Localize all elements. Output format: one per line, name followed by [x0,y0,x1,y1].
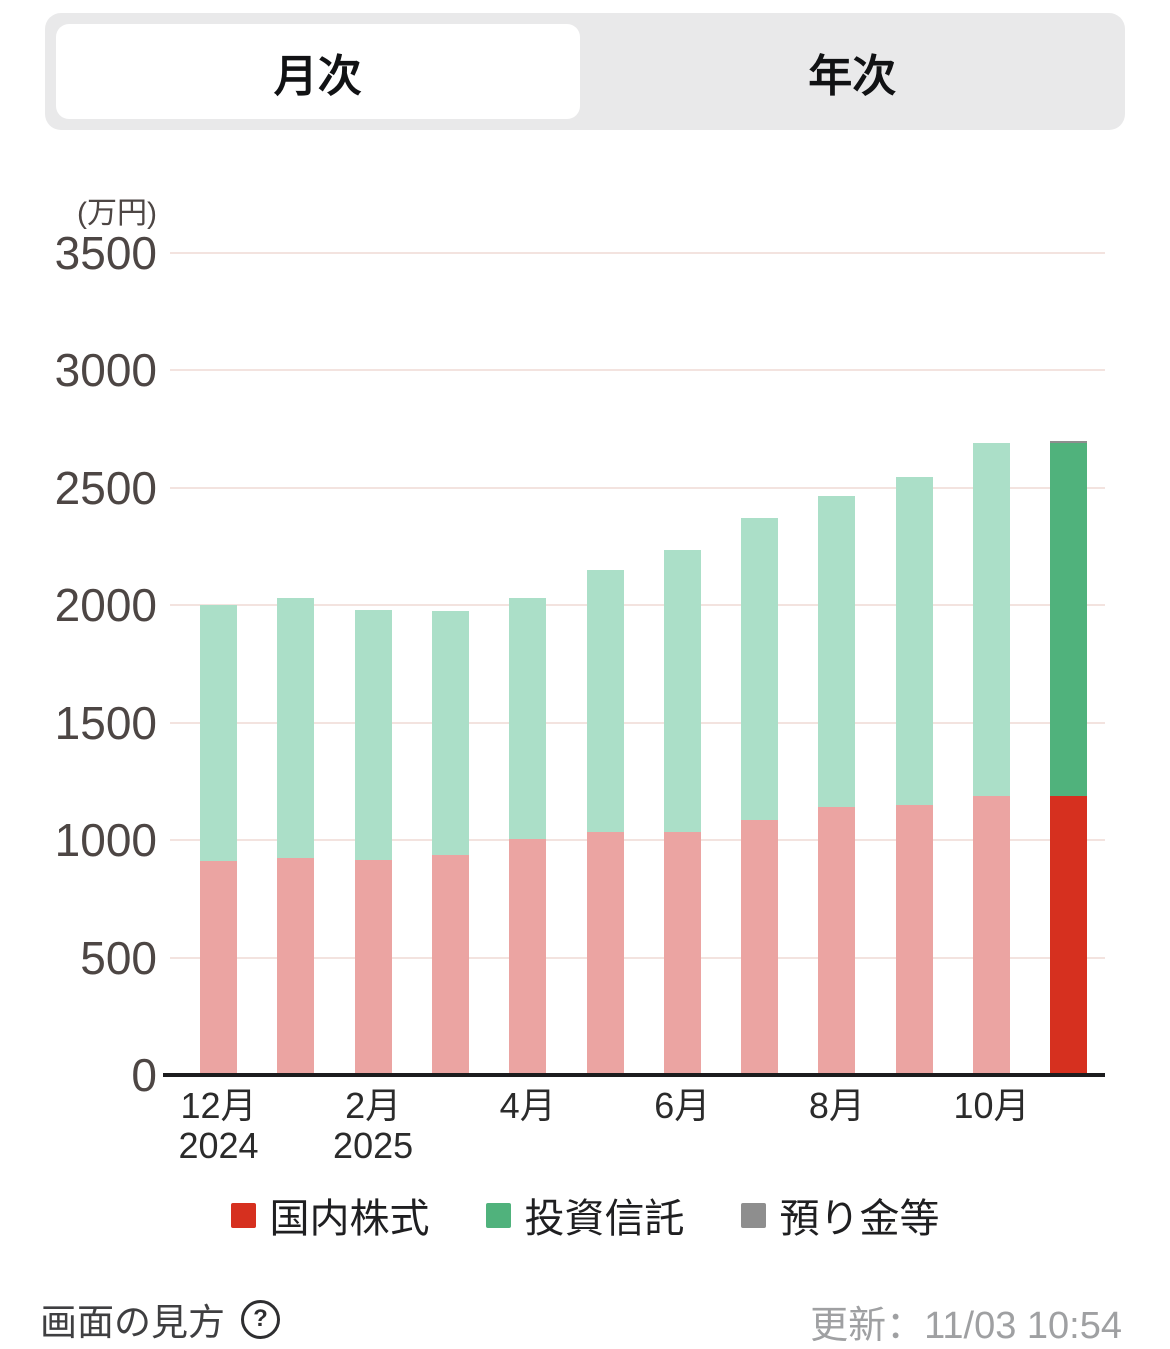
bar-11-segment-1[interactable] [1050,443,1088,796]
bar-3-segment-1[interactable] [431,611,469,856]
y-tick-label-2000: 2000 [54,579,157,632]
bar-7-segment-0[interactable] [741,820,779,1075]
bar-8-segment-1[interactable] [818,496,856,808]
x-tick-label-6月: 6月 [654,1085,711,1126]
x-axis-line [163,1073,1105,1077]
bar-1-segment-1[interactable] [277,598,315,858]
y-axis-unit-label: (万円) [77,197,157,230]
grid-line-3000 [170,369,1105,372]
last-updated-text: 更新：11/03 10:54 [810,1305,1122,1347]
bar-0-segment-1[interactable] [200,605,237,862]
bar-9-segment-0[interactable] [895,804,933,1075]
y-tick-label-1500: 1500 [54,696,157,749]
bar-6-segment-0[interactable] [663,831,701,1075]
bar-0-segment-0[interactable] [200,861,237,1075]
bar-7-segment-1[interactable] [741,518,779,821]
bar-2-segment-0[interactable] [354,860,392,1075]
y-tick-label-3500: 3500 [54,227,157,279]
tab-yearly[interactable]: 年次 [808,51,897,101]
x-tick-label-8月: 8月 [808,1085,865,1126]
x-tick-label-12月: 12月 2024 [178,1085,259,1166]
legend-swatch-icon [740,1202,766,1228]
bar-9-segment-1[interactable] [895,477,933,805]
legend-item-0: 国内株式 [230,1186,430,1244]
x-tick-label-10月: 10月 [953,1085,1030,1126]
screen-guide-label: 画面の見方 [40,1302,225,1343]
bar-1-segment-0[interactable] [277,857,315,1075]
bar-4-segment-0[interactable] [509,838,547,1075]
legend-label: 投資信託 [524,1197,685,1241]
grid-line-1500 [170,721,1105,724]
legend-label: 預り金等 [779,1197,940,1241]
bar-6-segment-1[interactable] [663,550,701,832]
grid-line-3500 [170,252,1105,254]
bar-8-segment-0[interactable] [818,807,856,1075]
bar-4-segment-1[interactable] [509,598,547,839]
x-tick-label-4月: 4月 [499,1085,556,1126]
legend-swatch-icon [485,1202,511,1228]
bar-3-segment-0[interactable] [431,855,469,1075]
screen-guide-link[interactable]: 画面の見方 ? [40,1292,280,1346]
y-tick-label-1000: 1000 [54,814,157,867]
y-tick-label-3000: 3000 [54,344,157,397]
tab-monthly[interactable]: 月次 [56,24,580,119]
legend-label: 国内株式 [269,1197,430,1241]
grid-line-1000 [170,839,1105,842]
y-tick-label-0: 0 [131,1049,157,1101]
legend-swatch-icon [230,1202,256,1228]
x-tick-label-2月: 2月 2025 [333,1085,414,1166]
chart-legend: 国内株式 投資信託 預り金等 [0,1186,1170,1244]
legend-item-2: 預り金等 [740,1186,940,1244]
y-tick-label-500: 500 [80,931,157,984]
bar-11-segment-0[interactable] [1050,795,1088,1075]
bar-2-segment-1[interactable] [354,609,392,861]
period-tab-bar: 月次 年次 [45,13,1125,130]
y-tick-label-2500: 2500 [54,461,157,514]
grid-line-500 [170,956,1105,959]
legend-item-1: 投資信託 [485,1186,685,1244]
help-question-icon[interactable]: ? [241,1299,280,1339]
bar-10-segment-0[interactable] [973,795,1010,1075]
grid-line-2000 [170,604,1105,607]
bar-10-segment-1[interactable] [973,443,1010,796]
bar-11-segment-2[interactable] [1050,440,1088,444]
bar-5-segment-1[interactable] [586,570,624,832]
bar-5-segment-0[interactable] [586,831,624,1075]
grid-line-2500 [170,486,1105,489]
